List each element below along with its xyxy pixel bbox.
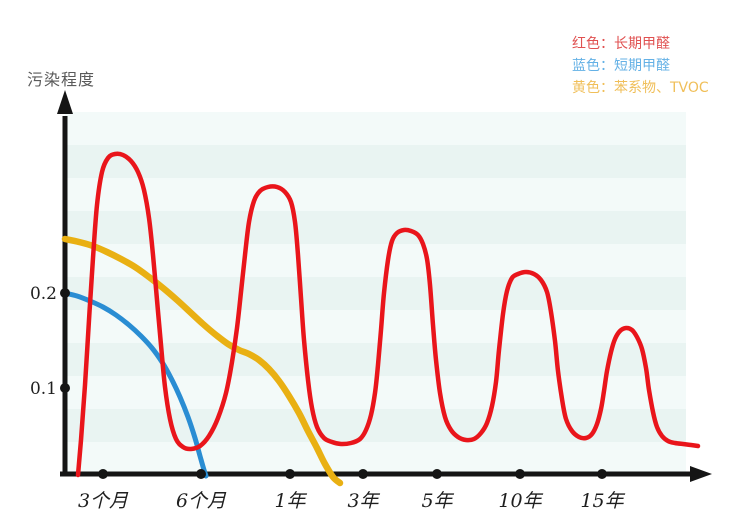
x-tick-label: 1年 [274, 490, 307, 512]
background-band [65, 178, 686, 211]
x-tick-dot [98, 469, 108, 479]
x-tick-dot [597, 469, 607, 479]
tick-labels: 3个月 6个月 1年 3年 5年 10年 15年 0.2 0.1 [30, 284, 626, 512]
legend-item-red-long-term-formaldehyde: 红色：长期甲醛 [572, 36, 670, 52]
background-band [65, 145, 686, 178]
x-tick-label: 10年 [498, 490, 543, 512]
background-band [65, 244, 686, 277]
series-curves [61, 151, 701, 487]
y-tick-label: 0.1 [30, 379, 57, 399]
background-band [65, 409, 686, 442]
y-tick-label: 0.2 [30, 284, 57, 304]
background-band [65, 211, 686, 244]
x-axis-arrow-icon [690, 466, 712, 482]
legend: 红色：长期甲醛 蓝色：短期甲醛 黄色：苯系物、TVOC [572, 33, 709, 99]
y-axis-title: 污染程度 [27, 70, 96, 89]
y-tick-dot [60, 383, 70, 393]
long-term-formaldehyde-curve [75, 151, 701, 478]
x-tick-dot [285, 469, 295, 479]
benzene-tvoc-curve [61, 235, 344, 487]
x-tick-label: 15年 [580, 490, 625, 512]
y-axis-arrow-icon [57, 90, 73, 114]
tick-dots [60, 288, 607, 479]
y-tick-dot [60, 288, 70, 298]
x-tick-label: 3年 [347, 490, 380, 512]
x-tick-label: 3个月 [78, 490, 129, 512]
background-band [65, 112, 686, 145]
background-band [65, 310, 686, 343]
x-tick-dot [196, 469, 206, 479]
x-tick-label: 6个月 [176, 490, 227, 512]
legend-item-yellow-benzene-tvoc: 黄色：苯系物、TVOC [572, 80, 709, 96]
background-band [65, 442, 686, 472]
x-tick-label: 5年 [421, 490, 454, 512]
x-tick-dot [358, 469, 368, 479]
legend-item-blue-short-term-formaldehyde: 蓝色：短期甲醛 [572, 58, 670, 74]
x-tick-dot [515, 469, 525, 479]
x-tick-dot [432, 469, 442, 479]
